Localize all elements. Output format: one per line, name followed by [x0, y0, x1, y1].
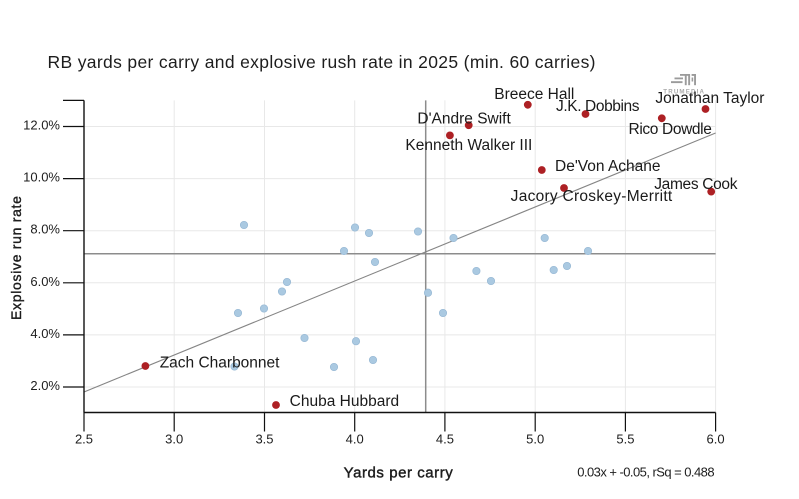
- svg-text:Zach Charbonnet: Zach Charbonnet: [160, 354, 280, 371]
- svg-text:2.5: 2.5: [75, 432, 93, 447]
- svg-text:8.0%: 8.0%: [30, 222, 60, 237]
- svg-text:Kenneth Walker III: Kenneth Walker III: [405, 137, 532, 154]
- svg-text:6.0%: 6.0%: [30, 274, 60, 289]
- svg-text:10.0%: 10.0%: [23, 170, 60, 185]
- svg-text:3.0: 3.0: [165, 432, 183, 447]
- svg-text:TRUMEDIA: TRUMEDIA: [663, 89, 705, 96]
- svg-text:J.K. Dobbins: J.K. Dobbins: [556, 98, 640, 115]
- svg-text:RB yards per carry and explosi: RB yards per carry and explosive rush ra…: [48, 52, 596, 72]
- svg-text:Rico Dowdle: Rico Dowdle: [629, 121, 712, 138]
- svg-text:4.5: 4.5: [436, 432, 454, 447]
- svg-text:0.03x + -0.05, rSq = 0.488: 0.03x + -0.05, rSq = 0.488: [577, 464, 714, 479]
- svg-text:Jacory Croskey-Merritt: Jacory Croskey-Merritt: [511, 188, 673, 205]
- svg-text:5.0: 5.0: [526, 432, 544, 447]
- svg-text:4.0%: 4.0%: [30, 326, 60, 341]
- svg-text:Jonathan Taylor: Jonathan Taylor: [655, 90, 764, 107]
- svg-text:4.0: 4.0: [346, 432, 364, 447]
- svg-text:2.0%: 2.0%: [30, 378, 60, 393]
- svg-text:5.5: 5.5: [616, 432, 634, 447]
- svg-text:6.0: 6.0: [707, 432, 725, 447]
- svg-text:James Cook: James Cook: [654, 176, 738, 193]
- svg-text:12.0%: 12.0%: [23, 118, 60, 133]
- svg-text:D'Andre Swift: D'Andre Swift: [417, 110, 511, 127]
- svg-text:Chuba Hubbard: Chuba Hubbard: [290, 393, 399, 410]
- svg-text:Breece Hall: Breece Hall: [494, 86, 574, 103]
- svg-text:Explosive run rate: Explosive run rate: [8, 195, 24, 320]
- svg-text:Yards per carry: Yards per carry: [344, 464, 454, 481]
- svg-text:De'Von Achane: De'Von Achane: [555, 158, 661, 175]
- svg-text:3.5: 3.5: [255, 432, 273, 447]
